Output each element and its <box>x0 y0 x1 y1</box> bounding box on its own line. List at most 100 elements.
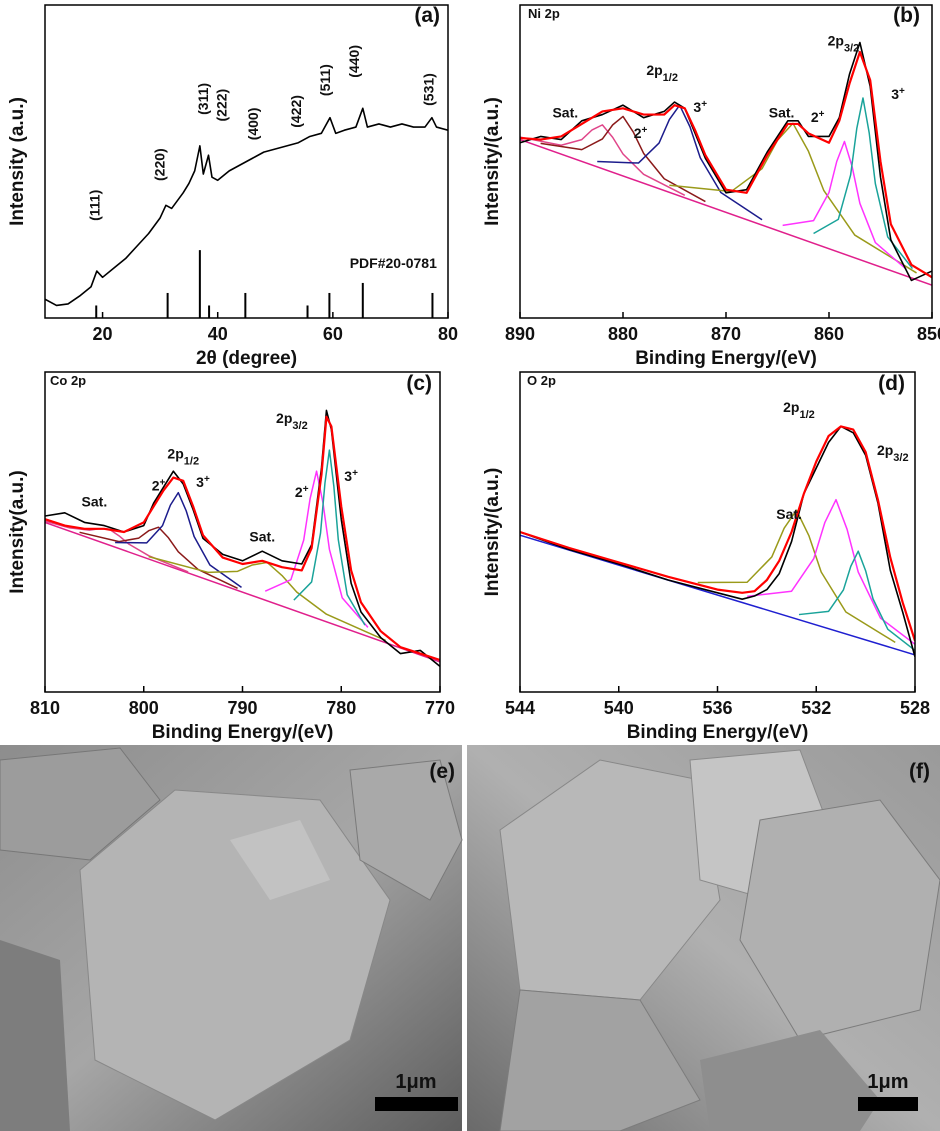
peak-label-text: Sat. <box>249 529 275 545</box>
x-tick-label: 770 <box>425 698 455 718</box>
peak-label-sup: + <box>819 109 825 120</box>
x-axis-label: Binding Energy/(eV) <box>152 722 334 743</box>
data-line <box>520 426 915 640</box>
peak-label: 3+ <box>344 467 358 484</box>
figure: PDF#20-0781204060802θ (degree)Intensity … <box>0 0 940 1131</box>
data-line <box>45 522 440 662</box>
data-line <box>597 105 762 220</box>
peak-label-text: 2 <box>811 109 819 125</box>
peak-label: Sat. <box>776 506 802 522</box>
plot-area <box>520 426 915 656</box>
axes-frame <box>520 372 915 692</box>
panel-label: (b) <box>893 4 920 27</box>
peak-label-text: (422) <box>288 95 304 128</box>
peak-label: 2p3/2 <box>877 442 909 464</box>
peak-label: 2p1/2 <box>167 445 199 467</box>
plot-area <box>45 410 440 666</box>
data-line <box>520 52 932 277</box>
peak-label-text: 3 <box>344 468 352 484</box>
peak-label-sup: + <box>899 85 905 96</box>
peak-label: Sat. <box>552 105 578 121</box>
y-axis-label: Intensity/(a.u.) <box>482 97 503 226</box>
x-tick-label: 870 <box>711 324 741 344</box>
scale-bar-label: 1μm <box>395 1071 436 1093</box>
peak-label-sub: 1/2 <box>184 455 199 467</box>
panel-label: (a) <box>414 4 440 27</box>
peak-label-text: (400) <box>245 108 261 141</box>
peak-label-text: 3 <box>693 99 701 115</box>
reference-label: PDF#20-0781 <box>350 255 437 271</box>
peak-label: (311) <box>195 83 211 115</box>
peak-label: 2p3/2 <box>828 33 860 55</box>
peak-label-text: 2p <box>167 445 183 461</box>
x-tick-label: 540 <box>604 698 634 718</box>
peak-label-text: (511) <box>317 64 333 96</box>
peak-label: 2+ <box>634 125 648 142</box>
x-axis-label: Binding Energy/(eV) <box>635 348 817 369</box>
peak-label-text: 2p <box>783 399 799 415</box>
x-tick-label: 800 <box>129 698 159 718</box>
x-tick-label: 80 <box>438 324 458 344</box>
data-line <box>520 125 685 195</box>
panel-label: (c) <box>406 372 432 395</box>
data-line <box>520 140 932 286</box>
peak-label-text: 2p <box>276 410 292 426</box>
panel-title: Ni 2p <box>528 6 560 21</box>
peak-label: (511) <box>317 64 333 96</box>
x-tick-label: 536 <box>702 698 732 718</box>
data-line <box>698 510 896 642</box>
data-line <box>45 521 188 572</box>
panel: 890880870860850Binding Energy/(eV)Intens… <box>482 4 940 369</box>
peak-label: 2p3/2 <box>276 410 308 432</box>
x-tick-label: 40 <box>208 324 228 344</box>
peak-label-text: Sat. <box>769 105 795 121</box>
peak-label-text: 2p <box>828 33 844 49</box>
peak-label-text: (311) <box>195 83 211 115</box>
peak-label-text: Sat. <box>552 105 578 121</box>
peak-label: 3+ <box>891 85 905 102</box>
peak-label: (531) <box>421 73 437 106</box>
peak-label: Sat. <box>249 529 275 545</box>
peak-label: Sat. <box>769 105 795 121</box>
peak-label: Sat. <box>82 493 108 509</box>
peak-label: (400) <box>245 108 261 141</box>
sem-image-e <box>0 745 462 1131</box>
peak-label-text: Sat. <box>776 506 802 522</box>
peak-label-sub: 1/2 <box>799 409 814 421</box>
peak-label: 2+ <box>295 483 309 500</box>
y-axis-label: Intensity/(a.u.) <box>482 468 503 597</box>
data-line <box>541 116 706 201</box>
peak-label-text: (220) <box>152 148 168 181</box>
x-tick-label: 528 <box>900 698 930 718</box>
scale-bar-label: 1μm <box>867 1071 908 1093</box>
panel-label: (d) <box>878 372 905 395</box>
panel-title: O 2p <box>527 373 556 388</box>
x-tick-label: 790 <box>227 698 257 718</box>
peak-label: 3+ <box>693 99 707 116</box>
peak-label: 3+ <box>196 474 210 491</box>
x-tick-label: 860 <box>814 324 844 344</box>
peak-label-sup: + <box>641 125 647 136</box>
plot-area <box>520 43 932 286</box>
panel: PDF#20-0781204060802θ (degree)Intensity … <box>7 4 458 369</box>
peak-label: 2+ <box>811 109 825 126</box>
peak-label-sup: + <box>701 99 707 110</box>
x-tick-label: 890 <box>505 324 535 344</box>
image-label: (f) <box>909 760 930 783</box>
peak-label-sub: 3/2 <box>893 452 908 464</box>
x-axis-label: 2θ (degree) <box>196 348 297 369</box>
peak-label-sub: 3/2 <box>292 420 307 432</box>
peak-label-sub: 1/2 <box>663 72 678 84</box>
peak-label-text: (440) <box>346 45 362 78</box>
x-axis-label: Binding Energy/(eV) <box>627 722 809 743</box>
page: PDF#20-0781204060802θ (degree)Intensity … <box>0 0 940 1131</box>
peak-label-text: (111) <box>87 190 103 221</box>
image-label: (e) <box>429 760 455 783</box>
peak-label-text: 3 <box>891 86 899 102</box>
peak-label-text: 2 <box>295 484 303 500</box>
x-tick-label: 780 <box>326 698 356 718</box>
x-tick-label: 20 <box>93 324 113 344</box>
data-line <box>80 527 238 588</box>
data-line <box>520 426 915 656</box>
